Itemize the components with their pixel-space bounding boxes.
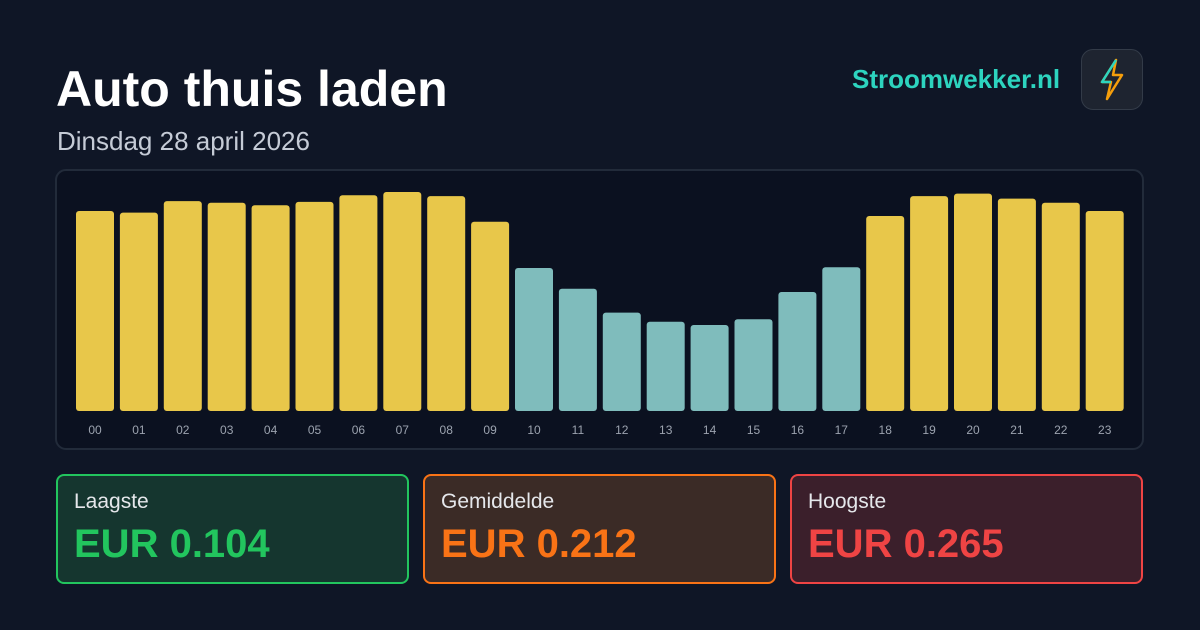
bar [954,193,992,411]
x-tick-label: 16 [791,423,805,437]
bar [1085,211,1124,411]
x-tick-label: 15 [747,423,761,437]
x-tick-label: 23 [1098,423,1112,437]
bar [866,215,905,411]
x-tick-label: 22 [1054,423,1068,437]
x-tick-label: 17 [835,423,849,437]
stat-label: Gemiddelde [441,490,555,513]
stat-card: Gemiddelde EUR 0.212 [423,474,776,584]
bar [207,202,246,411]
x-tick-label: 08 [440,423,454,437]
title: Auto thuis laden [56,61,448,117]
stat-label: Laagste [74,490,149,513]
bar [295,201,334,411]
x-tick-label: 07 [396,423,410,437]
x-tick-label: 02 [176,423,190,437]
bar [515,268,553,411]
x-tick-label: 06 [352,423,366,437]
x-tick-label: 00 [88,423,102,437]
x-tick-label: 21 [1010,423,1024,437]
bar [822,267,861,411]
x-tick-label: 18 [879,423,893,437]
bar [778,291,817,411]
stat-value: EUR 0.265 [808,522,1004,566]
stat-card: Hoogste EUR 0.265 [790,474,1143,584]
x-tick-label: 13 [659,423,673,437]
bar [910,196,949,411]
bar [997,198,1036,411]
bar [251,205,290,411]
x-tick-label: 05 [308,423,322,437]
bolt [1100,58,1124,101]
bar [427,196,466,411]
bar [558,288,597,411]
x-tick-label: 03 [220,423,234,437]
x-tick-label: 12 [615,423,629,437]
x-tick-label: 01 [132,423,146,437]
x-tick-label: 04 [264,423,278,437]
bar [471,221,510,411]
x-tick-label: 19 [922,423,936,437]
stat-card: Laagste EUR 0.104 [56,474,409,584]
bar [119,212,158,411]
x-tick-label: 11 [572,423,585,437]
bar [339,195,378,411]
bar [1041,202,1080,411]
bar [76,211,114,411]
x-tick-label: 10 [527,423,541,437]
stat-label: Hoogste [808,490,887,513]
stat-value: EUR 0.104 [74,522,270,566]
x-tick-label: 14 [703,423,717,437]
bar [646,321,685,411]
x-tick-label: 09 [483,423,497,437]
stat-value: EUR 0.212 [441,522,637,566]
brand: Stroomwekker.nl [852,64,1061,94]
bar [602,312,641,411]
logo-icon [1081,49,1143,110]
bar [383,192,422,411]
bar [734,319,773,411]
x-tick-label: 20 [966,423,980,437]
bar [690,325,729,411]
subtitle: Dinsdag 28 april 2026 [57,126,310,156]
bar [163,201,202,411]
